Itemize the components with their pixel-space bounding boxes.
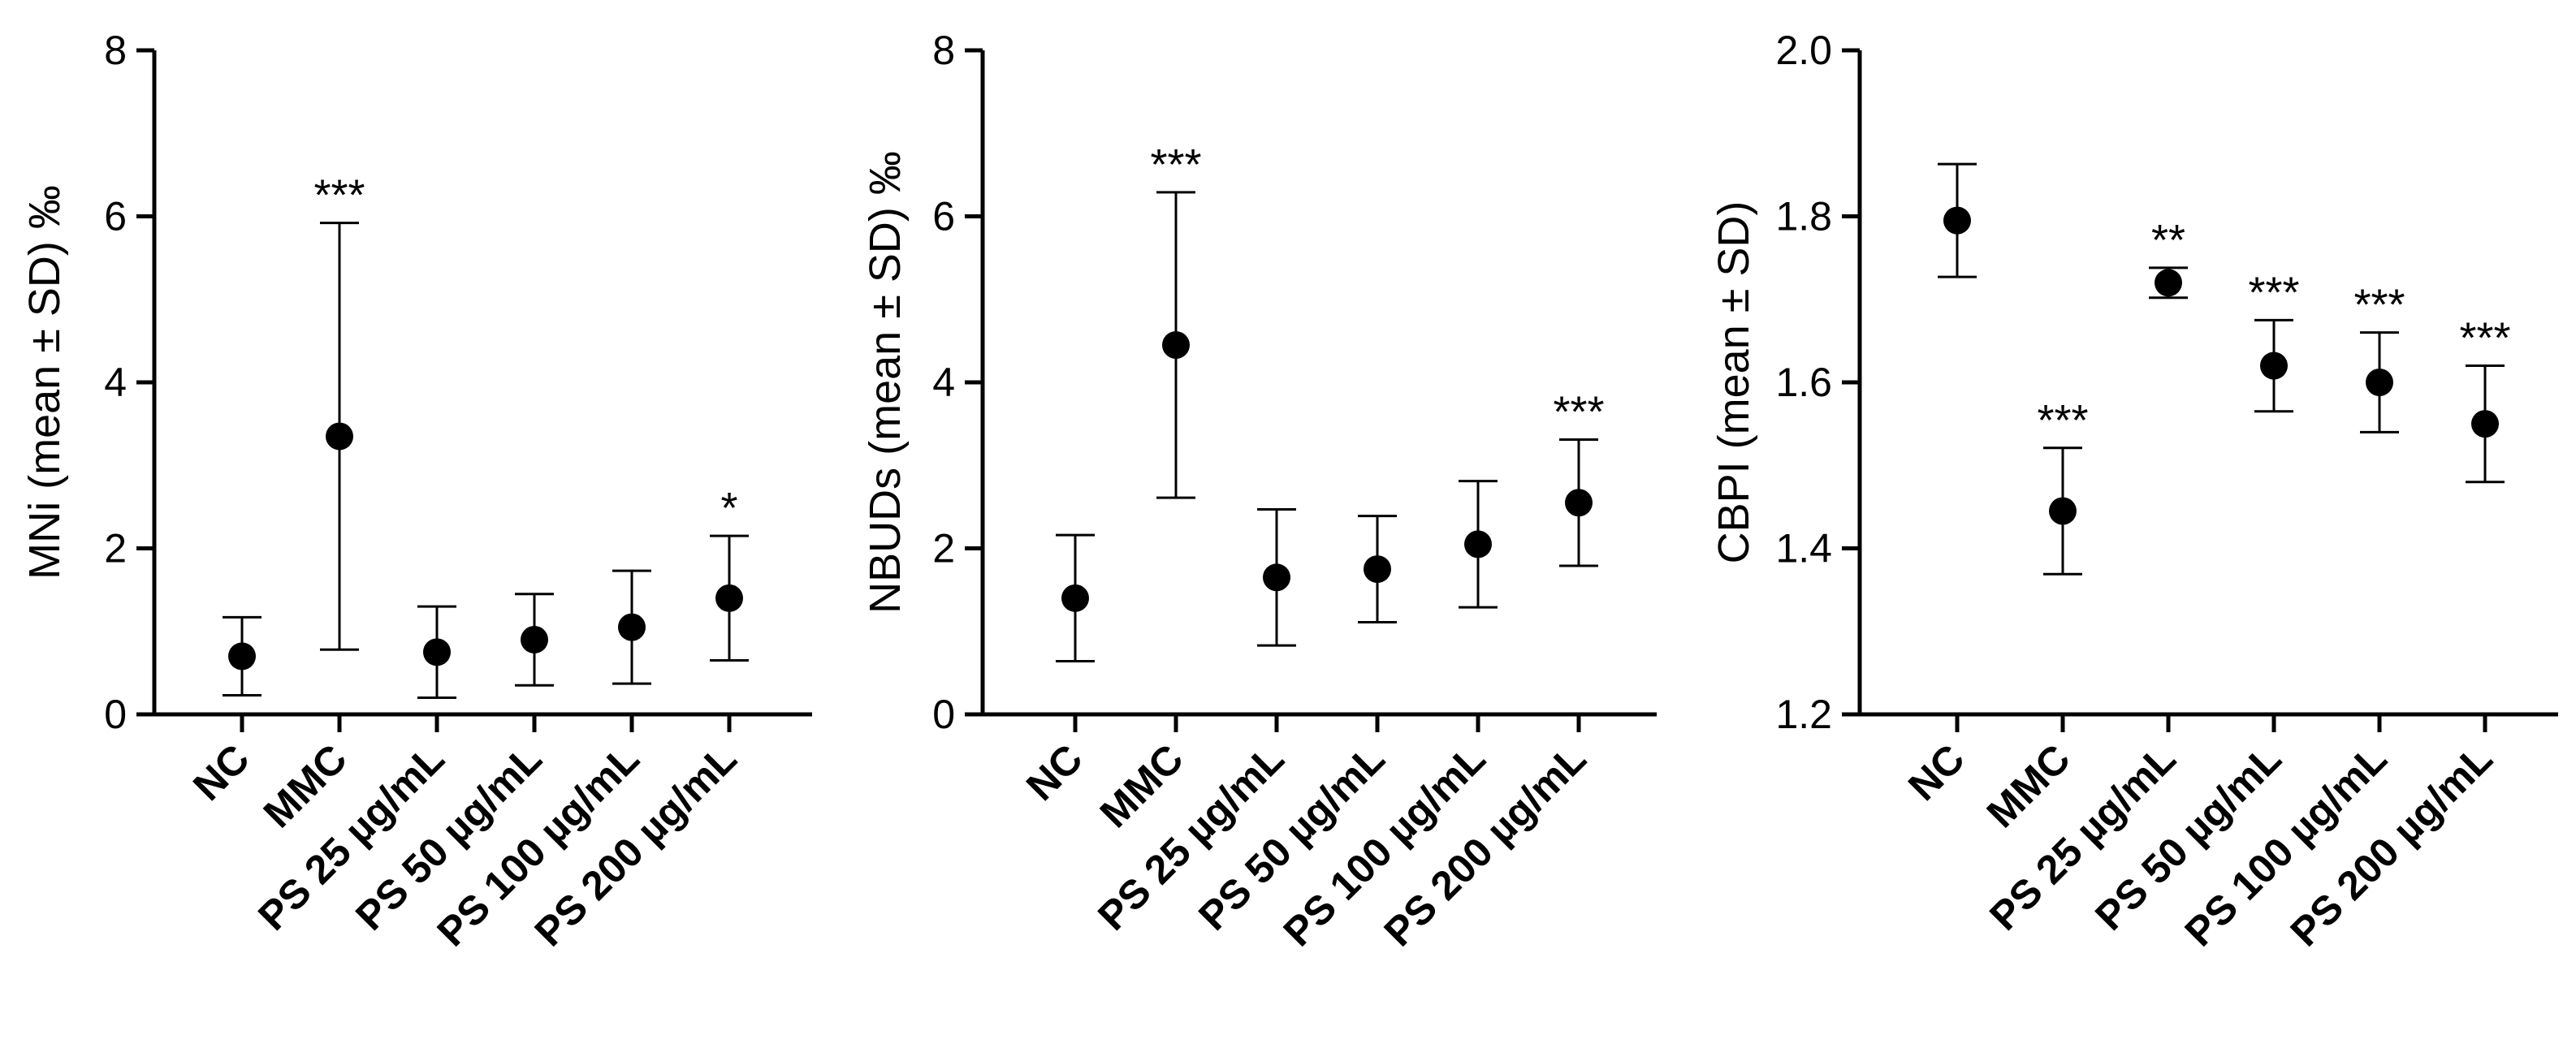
chart-panel-3: 1.2 1.4 1.6 1.8 2.0 CBPI (mean ± SD) NC *** MMC *… [1709, 28, 2558, 955]
y-tick-label: 6 [932, 194, 955, 239]
data-point [2260, 351, 2288, 380]
data-point [1364, 555, 1391, 584]
data-point [1061, 584, 1089, 612]
y-tick-label: 8 [104, 28, 127, 73]
data-point [1943, 206, 1971, 235]
x-category-label: NC [184, 735, 258, 809]
data-point [1464, 530, 1492, 559]
y-axis-title: MNi (mean ± SD) ‰ [20, 185, 69, 580]
data-point [423, 638, 451, 666]
y-tick-label: 4 [932, 360, 955, 405]
y-axis-title: NBUDs (mean ± SD) ‰ [861, 151, 910, 614]
data-point [2366, 369, 2393, 396]
significance-mark: ** [2151, 216, 2185, 265]
significance-mark: *** [2037, 396, 2088, 445]
significance-mark: *** [1553, 388, 1604, 437]
data-point [618, 613, 646, 641]
x-category-label: PS 50 µg/mL [2086, 735, 2290, 939]
data-point [1263, 563, 1290, 592]
y-tick-label: 4 [104, 360, 127, 405]
y-tick-label: 6 [104, 194, 127, 239]
y-tick-label: 2.0 [1775, 28, 1832, 73]
x-category-label: PS 25 µg/mL [1981, 735, 2185, 939]
significance-mark: *** [2248, 268, 2299, 317]
data-point [2155, 269, 2182, 297]
y-axis-title: CBPI (mean ± SD) [1709, 201, 1758, 564]
data-point [521, 625, 548, 653]
data-point [326, 422, 353, 451]
data-point [2471, 410, 2499, 438]
y-tick-label: 1.6 [1775, 360, 1832, 405]
significance-mark: * [720, 484, 737, 533]
x-category-label: MMC [1978, 735, 2079, 836]
significance-mark: *** [2459, 314, 2510, 363]
y-tick-label: 0 [932, 692, 955, 737]
y-tick-label: 0 [104, 692, 127, 737]
data-point [2049, 497, 2077, 525]
significance-mark: *** [313, 171, 365, 220]
data-point [1565, 489, 1593, 517]
x-category-label: NC [1018, 735, 1091, 809]
y-tick-label: 1.8 [1775, 194, 1832, 239]
significance-mark: *** [2353, 281, 2405, 330]
y-tick-label: 2 [932, 526, 955, 571]
y-tick-label: 2 [104, 526, 127, 571]
data-point [228, 642, 256, 671]
y-tick-label: 8 [932, 28, 955, 73]
significance-mark: *** [1150, 140, 1201, 189]
x-category-label: NC [1900, 735, 1973, 809]
y-tick-label: 1.4 [1775, 526, 1832, 571]
data-point [1162, 330, 1190, 359]
y-tick-label: 1.2 [1775, 692, 1832, 737]
data-point [715, 584, 743, 612]
